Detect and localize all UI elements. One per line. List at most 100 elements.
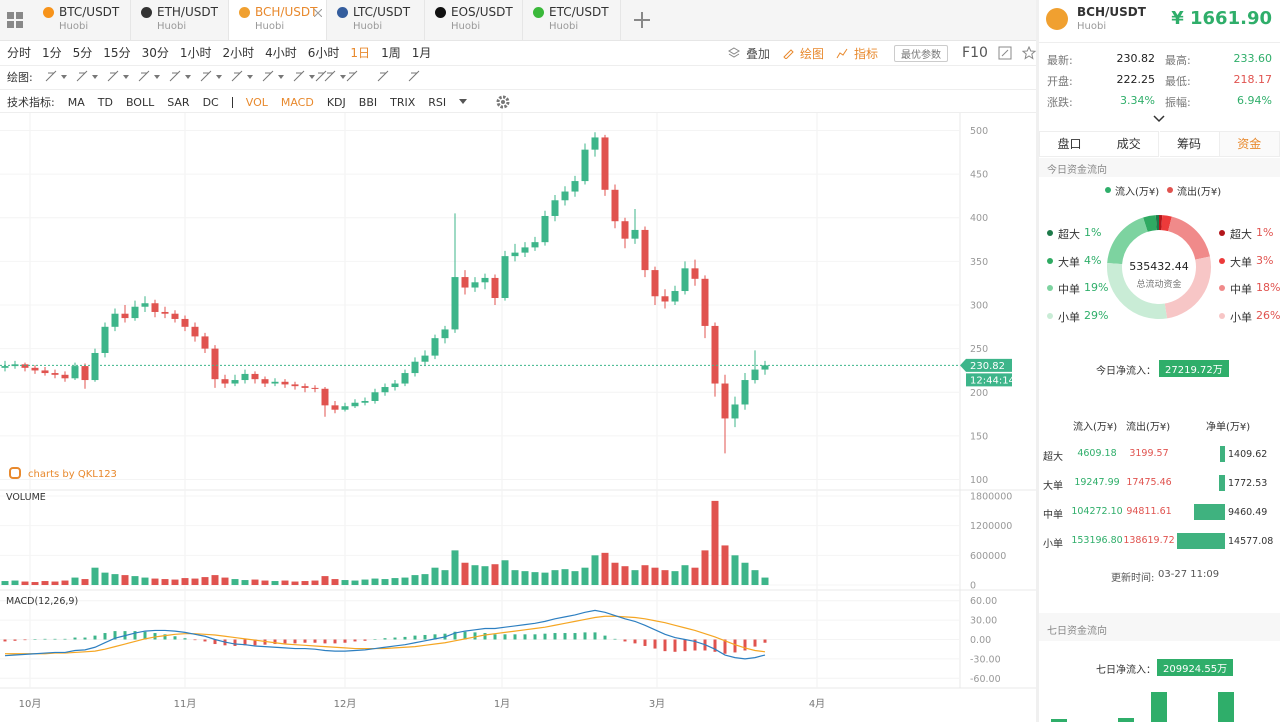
favorite-icon[interactable] bbox=[1021, 46, 1036, 60]
draw-tool-icon[interactable] bbox=[315, 70, 327, 82]
add-tab-icon[interactable] bbox=[633, 11, 651, 29]
period-button[interactable]: 15分 bbox=[103, 46, 131, 60]
candle-body bbox=[91, 352, 99, 381]
macd-bar bbox=[393, 637, 397, 640]
period-button[interactable]: 30分 bbox=[141, 46, 169, 60]
period-button[interactable]: 4小时 bbox=[265, 46, 297, 60]
stat-label: 开盘: bbox=[1047, 75, 1073, 88]
candle-body bbox=[301, 386, 309, 388]
indicator-button[interactable]: RSI bbox=[428, 95, 447, 109]
volume-bar bbox=[31, 582, 39, 585]
donut-category: 大单 bbox=[1230, 255, 1252, 269]
tab-symbol: ETH/USDT bbox=[157, 5, 218, 19]
expand-icon[interactable] bbox=[1153, 115, 1165, 123]
macd-bar bbox=[203, 639, 207, 642]
period-button[interactable]: 5分 bbox=[72, 46, 93, 60]
overlay-button[interactable]: 叠加 bbox=[746, 46, 771, 61]
candle-body bbox=[641, 229, 649, 271]
panel-tab[interactable]: 筹码 bbox=[1159, 131, 1220, 157]
time-label: 12:44:14 bbox=[970, 375, 1015, 386]
draw-tool-icon[interactable] bbox=[45, 70, 67, 82]
macd-bar bbox=[483, 633, 487, 640]
panel-tab[interactable]: 资金 bbox=[1219, 131, 1280, 157]
volume-bar bbox=[91, 567, 99, 585]
period-button[interactable]: 1月 bbox=[411, 46, 432, 60]
indicator-button[interactable]: TRIX bbox=[390, 95, 416, 109]
tab[interactable]: ETH/USDT Huobi bbox=[131, 0, 229, 40]
macd-bar bbox=[283, 639, 287, 644]
f10-button[interactable]: F10 bbox=[962, 45, 988, 61]
dropdown-arrow[interactable] bbox=[459, 99, 468, 105]
donut-segment bbox=[1164, 256, 1211, 319]
candle-body bbox=[611, 189, 619, 222]
draw-tool-icon[interactable] bbox=[346, 70, 358, 82]
draw-tool-icon[interactable] bbox=[324, 70, 346, 82]
legend-dot bbox=[1047, 230, 1053, 236]
volume-bar bbox=[761, 577, 769, 585]
draw-tool-icon[interactable] bbox=[107, 70, 129, 82]
macd-bar bbox=[163, 634, 167, 640]
tab[interactable]: ETC/USDT Huobi bbox=[523, 0, 621, 40]
settings-icon[interactable] bbox=[496, 95, 510, 109]
volume-bar bbox=[71, 577, 79, 585]
indicator-button[interactable]: KDJ bbox=[326, 95, 346, 109]
draw-tool-icon[interactable] bbox=[293, 70, 315, 82]
row-outflow: 3199.57 bbox=[1129, 448, 1169, 459]
indicator-button[interactable]: BBI bbox=[358, 95, 378, 109]
fullscreen-icon[interactable] bbox=[998, 46, 1012, 60]
panel-tab[interactable]: 盘口 bbox=[1039, 131, 1100, 157]
icon-glyph bbox=[107, 70, 119, 82]
draw-tool-icon[interactable] bbox=[138, 70, 160, 82]
period-button[interactable]: 1分 bbox=[42, 46, 62, 60]
tab[interactable]: LTC/USDT Huobi bbox=[327, 0, 425, 40]
table-header: 流入(万¥) bbox=[1073, 422, 1118, 433]
indicator-button[interactable]: MACD bbox=[280, 95, 314, 109]
period-button[interactable]: 1小时 bbox=[179, 46, 212, 60]
macd-bar bbox=[313, 639, 317, 643]
volume-bar bbox=[421, 574, 429, 585]
candle-body bbox=[351, 402, 359, 407]
candle-body bbox=[141, 303, 149, 307]
draw-tool-icon[interactable] bbox=[169, 70, 191, 82]
draw-tool-icon[interactable] bbox=[231, 70, 253, 82]
draw-tool-icon[interactable] bbox=[377, 70, 389, 82]
panel-tab[interactable]: 成交 bbox=[1099, 131, 1160, 157]
draw-button[interactable]: 绘图 bbox=[800, 46, 825, 61]
volume-bar bbox=[121, 575, 129, 585]
volume-bar bbox=[451, 550, 459, 585]
draw-tool-icon[interactable] bbox=[76, 70, 98, 82]
period-button[interactable]: 1日 bbox=[350, 46, 371, 60]
legend-label: 流出(万¥) bbox=[1177, 187, 1222, 198]
indicator-button[interactable]: DC bbox=[202, 95, 219, 109]
indicator-button[interactable]: BOLL bbox=[125, 95, 155, 109]
tab[interactable]: EOS/USDT Huobi bbox=[425, 0, 523, 40]
draw-tool-icon[interactable] bbox=[408, 70, 420, 82]
draw-tool-icon[interactable] bbox=[262, 70, 284, 82]
period-button[interactable]: 2小时 bbox=[222, 46, 255, 60]
net-bar bbox=[1220, 446, 1225, 462]
period-button[interactable]: 1周 bbox=[381, 46, 401, 60]
stat-value: 222.25 bbox=[1116, 73, 1156, 86]
tab[interactable]: BCH/USDT Huobi bbox=[229, 0, 327, 40]
donut-category: 中单 bbox=[1058, 283, 1080, 296]
menu-icon[interactable] bbox=[7, 12, 23, 28]
period-button[interactable]: 分时 bbox=[7, 46, 32, 60]
watermark-icon bbox=[9, 467, 21, 479]
draw-tool-icon[interactable] bbox=[200, 70, 222, 82]
indicator-button[interactable]: TD bbox=[97, 95, 113, 109]
best-params-button[interactable]: 最优参数 bbox=[894, 44, 949, 62]
volume-bar bbox=[471, 565, 479, 585]
volume-bar bbox=[331, 579, 339, 585]
close-tab-icon[interactable] bbox=[314, 9, 322, 17]
donut-percent: 26% bbox=[1256, 308, 1280, 322]
tab[interactable]: BTC/USDT Huobi bbox=[33, 0, 131, 40]
macd-bar bbox=[623, 639, 627, 642]
volume-bar bbox=[81, 579, 89, 585]
indicator-button[interactable]: SAR bbox=[167, 95, 190, 109]
indicator-button[interactable]: 指标 bbox=[854, 46, 879, 61]
macd-bar bbox=[373, 639, 377, 640]
indicator-button[interactable]: MA bbox=[67, 95, 85, 109]
indicator-button[interactable]: VOL bbox=[245, 95, 268, 109]
period-button[interactable]: 6小时 bbox=[307, 46, 340, 60]
macd-bar bbox=[293, 639, 297, 644]
